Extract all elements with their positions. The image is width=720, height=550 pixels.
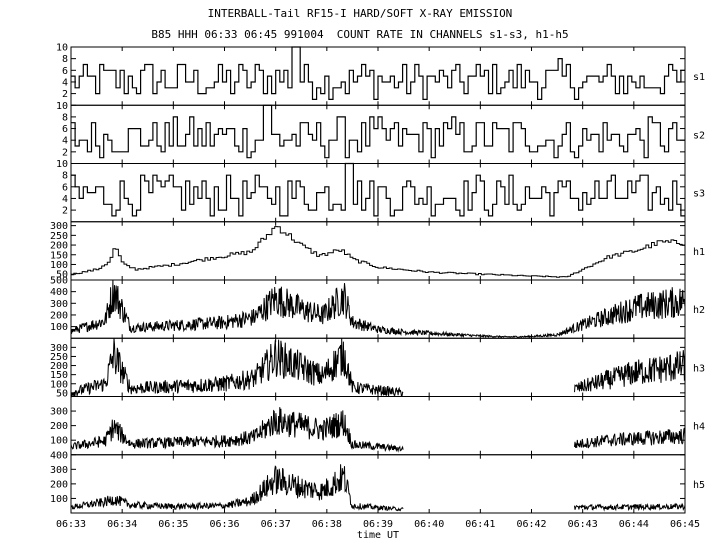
y-tick-label-h3: 100: [50, 379, 68, 390]
y-tick-label-h3: 50: [56, 388, 68, 399]
panel-label-h4: h4: [693, 422, 705, 433]
x-tick-label: 06:34: [107, 519, 137, 530]
x-tick-label: 06:35: [158, 519, 188, 530]
y-tick-label-s1: 8: [62, 54, 68, 65]
y-tick-label-h2: 100: [50, 322, 68, 333]
y-tick-label-h2: 400: [50, 287, 68, 298]
series-s2: [71, 104, 685, 159]
panel-label-h1: h1: [693, 247, 705, 258]
y-tick-label-s3: 2: [62, 206, 68, 217]
x-tick-label: 06:33: [56, 519, 86, 530]
x-tick-label: 06:40: [414, 519, 444, 530]
y-tick-label-h1: 50: [56, 270, 68, 281]
y-tick-label-s1: 4: [62, 77, 68, 88]
y-tick-label-s1: 6: [62, 66, 68, 77]
x-tick-label: 06:45: [670, 519, 700, 530]
y-tick-label-s2: 10: [56, 101, 68, 112]
series-s3: [71, 162, 685, 217]
y-tick-label-s1: 2: [62, 89, 68, 100]
y-tick-label-s3: 4: [62, 194, 68, 205]
series-h1: [71, 226, 685, 278]
x-tick-label: 06:38: [312, 519, 342, 530]
chart-subtitle: B85 HHH 06:33 06:45 991004 COUNT RATE IN…: [151, 28, 569, 41]
y-tick-label-s3: 8: [62, 171, 68, 182]
series-h2: [70, 279, 686, 339]
x-tick-label: 06:44: [619, 519, 649, 530]
y-tick-label-h5: 300: [50, 465, 68, 476]
y-tick-label-s2: 4: [62, 136, 68, 147]
y-tick-label-h3: 250: [50, 352, 68, 363]
panel-label-h2: h2: [693, 305, 705, 316]
series-h3: [70, 338, 686, 398]
y-tick-label-s2: 2: [62, 147, 68, 158]
y-tick-label-h1: 250: [50, 231, 68, 242]
y-tick-label-h4: 200: [50, 421, 68, 432]
series-h4: [70, 407, 686, 453]
y-tick-label-h1: 100: [50, 260, 68, 271]
y-tick-label-s1: 10: [56, 43, 68, 54]
y-tick-label-h2: 200: [50, 310, 68, 321]
x-tick-label: 06:39: [363, 519, 393, 530]
y-tick-label-h3: 300: [50, 343, 68, 354]
x-tick-label: 06:41: [465, 519, 495, 530]
y-tick-label-h1: 200: [50, 241, 68, 252]
panel-label-s2: s2: [693, 130, 705, 141]
panel-label-h5: h5: [693, 480, 705, 491]
chart-title: INTERBALL-Tail RF15-I HARD/SOFT X-RAY EM…: [207, 7, 513, 20]
panel-label-s3: s3: [693, 189, 705, 200]
y-tick-label-s2: 8: [62, 112, 68, 123]
panel-label-s1: s1: [693, 72, 705, 83]
x-tick-label: 06:43: [568, 519, 598, 530]
y-tick-label-h5: 400: [50, 450, 68, 461]
y-tick-label-h3: 200: [50, 361, 68, 372]
y-tick-label-h4: 300: [50, 407, 68, 418]
y-tick-label-h1: 300: [50, 221, 68, 232]
x-axis-label: time UT: [357, 530, 399, 541]
y-tick-label-s2: 6: [62, 124, 68, 135]
y-tick-label-h5: 200: [50, 479, 68, 490]
y-tick-label-s3: 6: [62, 182, 68, 193]
panel-label-h3: h3: [693, 363, 705, 374]
y-tick-label-h1: 150: [50, 250, 68, 261]
y-tick-label-s3: 10: [56, 159, 68, 170]
y-tick-label-h2: 300: [50, 299, 68, 310]
series-s1: [71, 46, 685, 100]
panel-frame-h5: [70, 454, 686, 514]
series-h5: [70, 464, 686, 512]
y-tick-label-h4: 100: [50, 436, 68, 447]
panel-frame-h1: [70, 221, 686, 281]
y-tick-label-h5: 100: [50, 494, 68, 505]
x-tick-label: 06:37: [261, 519, 291, 530]
x-tick-label: 06:36: [209, 519, 239, 530]
x-tick-label: 06:42: [516, 519, 546, 530]
y-tick-label-h3: 150: [50, 370, 68, 381]
y-tick-label-h2: 500: [50, 276, 68, 287]
